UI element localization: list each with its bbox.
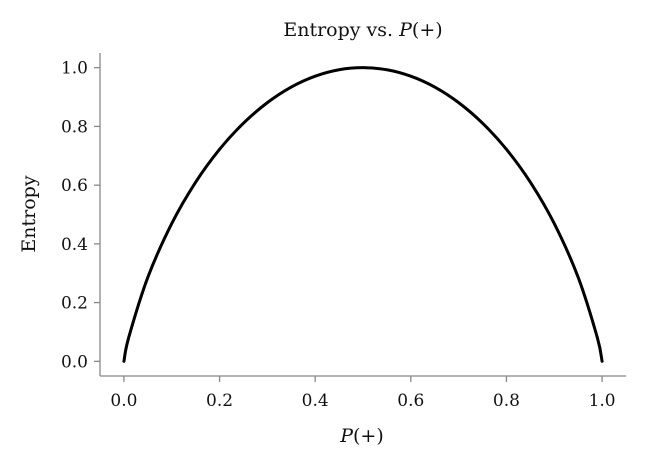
chart-title-prefix: Entropy vs.	[283, 19, 399, 41]
x-tick-label: 0.0	[110, 391, 137, 411]
x-axis-label-var: P	[339, 425, 354, 447]
y-ticks: 0.0 0.2 0.4 0.6 0.8 1.0	[61, 59, 100, 372]
x-axis-label: P(+)	[339, 425, 384, 447]
chart-title-suffix: (+)	[412, 19, 443, 41]
x-tick-label: 0.2	[206, 391, 233, 411]
chart-title: Entropy vs. P(+)	[283, 19, 442, 41]
chart-title-var: P	[398, 19, 413, 41]
y-tick-label: 0.2	[61, 294, 88, 314]
x-ticks: 0.0 0.2 0.4 0.6 0.8 1.0	[110, 376, 616, 411]
x-tick-label: 0.6	[397, 391, 424, 411]
x-axis-label-suffix: (+)	[353, 425, 384, 447]
y-tick-label: 0.4	[61, 235, 88, 255]
y-axis-label: Entropy	[18, 175, 40, 252]
entropy-curve	[122, 66, 604, 363]
x-tick-label: 1.0	[589, 391, 616, 411]
y-tick-label: 0.6	[61, 176, 88, 196]
y-tick-label: 0.0	[61, 352, 88, 372]
y-tick-label: 0.8	[61, 117, 88, 137]
x-tick-label: 0.8	[493, 391, 520, 411]
y-tick-label: 1.0	[61, 59, 88, 79]
x-tick-label: 0.4	[302, 391, 329, 411]
